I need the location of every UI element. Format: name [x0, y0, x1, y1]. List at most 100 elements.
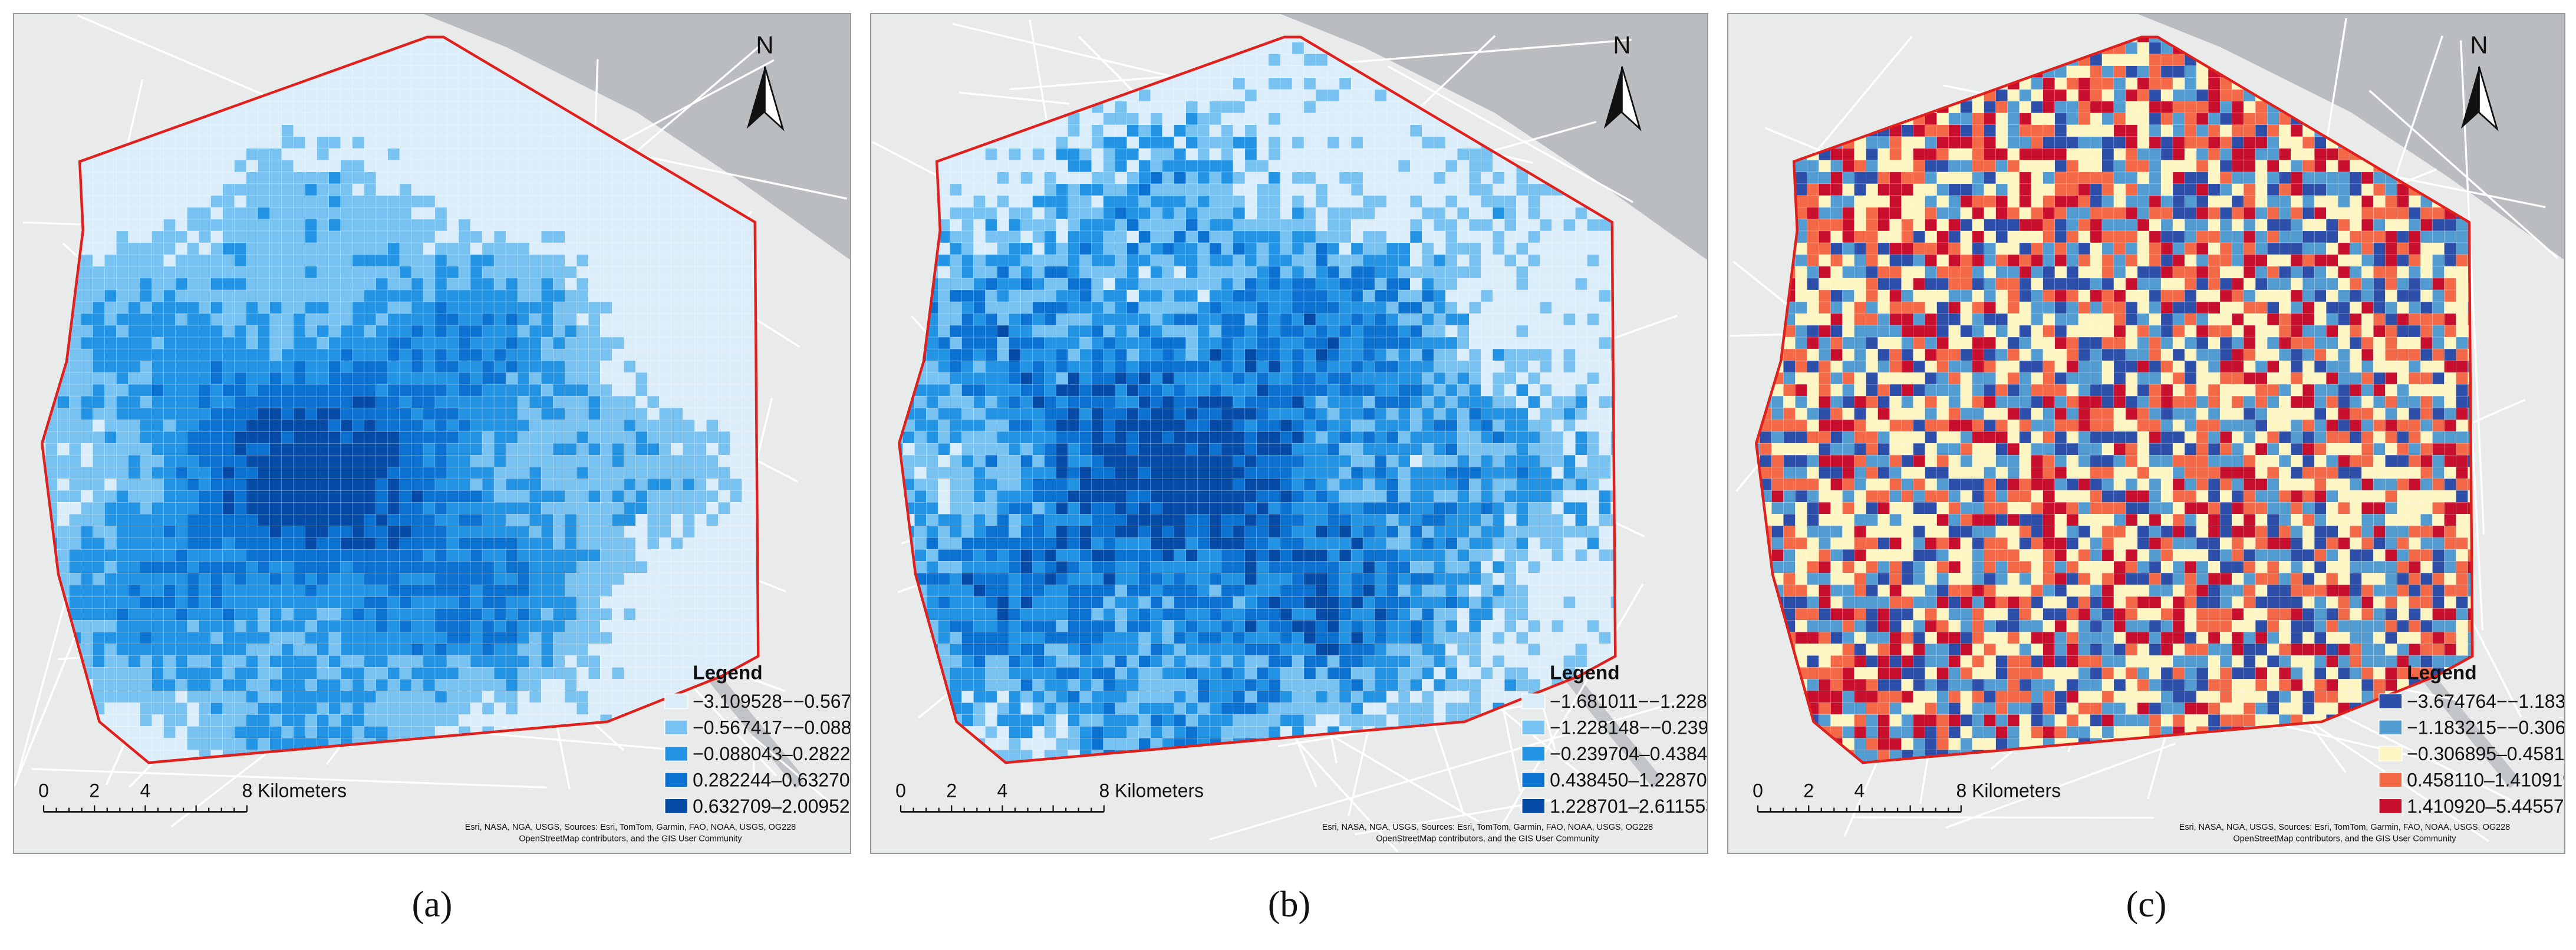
grid-cell: [612, 691, 624, 703]
grid-cell: [694, 585, 707, 597]
grid-cell: [470, 348, 483, 361]
grid-cell: [446, 219, 459, 232]
grid-cell: [434, 679, 447, 691]
grid-cell: [541, 419, 554, 432]
grid-cell: [140, 514, 152, 526]
grid-cell: [317, 384, 330, 397]
grid-cell: [163, 585, 176, 597]
map-panel: NLegend−1.681011−−1.228149−1.228148−−0.2…: [870, 13, 1740, 854]
grid-cell: [612, 313, 624, 326]
grid-cell: [210, 561, 223, 573]
grid-cell: [600, 702, 612, 715]
grid-cell: [493, 466, 506, 479]
grid-cell: [187, 573, 199, 585]
grid-cell: [600, 608, 612, 621]
grid-cell: [706, 549, 719, 562]
grid-cell: [470, 549, 483, 562]
grid-cell: [635, 596, 648, 609]
scale-unit: 8 Kilometers: [242, 780, 347, 801]
panel-caption: (a): [411, 885, 453, 925]
grid-cell: [577, 148, 589, 161]
grid-cell: [187, 419, 199, 432]
grid-cell: [694, 337, 707, 349]
grid-cell: [364, 596, 377, 609]
grid-cell: [505, 313, 518, 326]
grid-cell: [258, 195, 270, 208]
grid-cell: [683, 479, 695, 491]
grid-cell: [116, 183, 129, 196]
grid-cell: [470, 148, 483, 161]
grid-cell: [1020, 148, 1033, 161]
grid-cell: [1244, 101, 1257, 114]
grid-cell: [222, 230, 235, 243]
grid-cell: [423, 301, 436, 314]
grid-cell: [706, 419, 719, 432]
grid-cell: [163, 337, 176, 349]
grid-cell: [1362, 148, 1375, 161]
grid-cell: [317, 679, 330, 691]
grid-cell: [730, 620, 742, 632]
grid-cell: [364, 443, 377, 456]
grid-cell: [1056, 171, 1068, 184]
grid-cell: [234, 384, 246, 397]
grid-cell: [163, 702, 176, 715]
grid-cell: [541, 537, 554, 550]
grid-cell: [187, 537, 199, 550]
grid-cell: [434, 608, 447, 621]
grid-cell: [659, 502, 671, 514]
grid-cell: [187, 278, 199, 291]
grid-cell: [434, 454, 447, 467]
grid-cell: [552, 655, 565, 668]
grid-cell: [210, 596, 223, 609]
grid-cell: [163, 360, 176, 373]
grid-cell: [1150, 160, 1163, 173]
grid-cell: [69, 573, 81, 585]
grid-cell: [352, 644, 365, 656]
grid-cell: [246, 596, 258, 609]
grid-cell: [482, 171, 495, 184]
grid-cell: [1244, 160, 1257, 173]
grid-cell: [234, 620, 246, 632]
grid-cell: [423, 195, 436, 208]
grid-cell: [505, 537, 518, 550]
grid-cell: [517, 183, 530, 196]
grid-cell: [328, 526, 341, 538]
grid-cell: [671, 278, 683, 291]
grid-cell: [364, 348, 377, 361]
grid-cell: [647, 325, 660, 338]
grid-cell: [588, 301, 601, 314]
grid-cell: [577, 644, 589, 656]
grid-cell: [493, 585, 506, 597]
grid-cell: [246, 702, 258, 715]
grid-cell: [541, 502, 554, 514]
grid-cell: [1386, 160, 1399, 173]
grid-cell: [269, 655, 282, 668]
grid-cell: [210, 124, 223, 137]
grid-cell: [541, 632, 554, 644]
grid-cell: [199, 313, 211, 326]
scale-label: 2: [89, 780, 100, 801]
grid-cell: [352, 124, 365, 137]
grid-cell: [635, 395, 648, 408]
grid-cell: [694, 230, 707, 243]
grid-cell: [683, 585, 695, 597]
grid-cell: [624, 443, 636, 456]
grid-cell: [635, 254, 648, 267]
grid-cell: [340, 702, 353, 715]
grid-cell: [305, 454, 318, 467]
grid-cell: [281, 667, 294, 679]
grid-cell: [399, 620, 412, 632]
grid-cell: [364, 219, 377, 232]
grid-cell: [116, 337, 129, 349]
grid-cell: [742, 526, 754, 538]
grid-cell: [434, 537, 447, 550]
grid-cell: [446, 514, 459, 526]
grid-cell: [624, 395, 636, 408]
grid-cell: [116, 585, 129, 597]
grid-cell: [694, 384, 707, 397]
grid-cell: [624, 479, 636, 491]
grid-cell: [647, 655, 660, 668]
grid-cell: [541, 514, 554, 526]
grid-cell: [505, 466, 518, 479]
grid-cell: [1032, 136, 1045, 149]
